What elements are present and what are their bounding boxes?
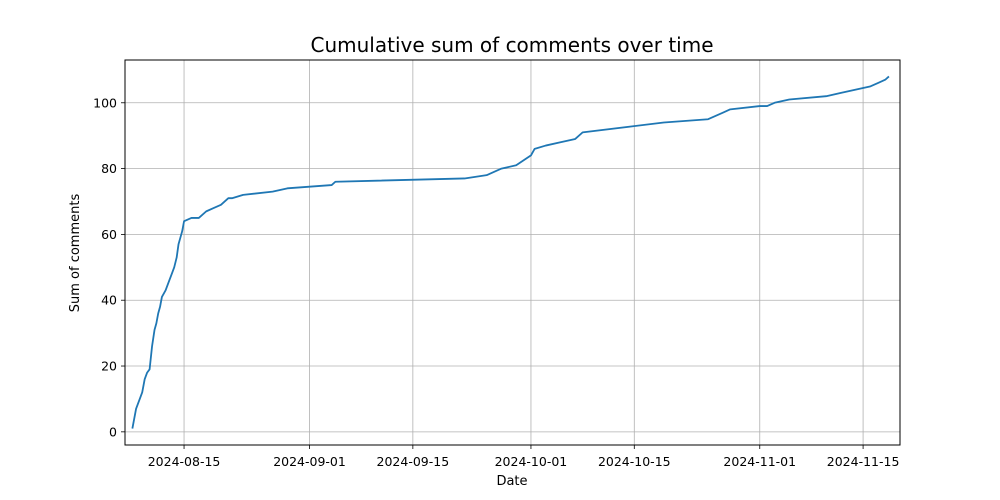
x-tick-label: 2024-10-15: [598, 454, 671, 469]
y-tick-label: 60: [101, 227, 117, 242]
y-tick-label: 100: [93, 95, 117, 110]
y-tick-label: 20: [101, 359, 117, 374]
x-axis-label: Date: [496, 474, 527, 489]
grid: [125, 60, 900, 445]
x-axis: 2024-08-15 2024-09-01 2024-09-15 2024-10-01…: [148, 445, 900, 469]
x-tick-label: 2024-11-15: [827, 454, 900, 469]
chart-title: Cumulative sum of comments over time: [310, 33, 713, 57]
x-tick-label: 2024-09-01: [273, 454, 346, 469]
x-tick-label: 2024-08-15: [148, 454, 221, 469]
series-line: [131, 75, 890, 429]
y-axis: 0 20 40 60 80 100: [93, 95, 125, 439]
y-tick-label: 0: [109, 424, 117, 439]
y-tick-label: 40: [101, 293, 117, 308]
x-tick-label: 2024-10-01: [495, 454, 568, 469]
y-tick-label: 80: [101, 161, 117, 176]
plot-area: [131, 75, 890, 429]
x-tick-label: 2024-09-15: [377, 454, 450, 469]
x-tick-label: 2024-11-01: [723, 454, 796, 469]
plot-frame: [124, 59, 901, 446]
y-axis-label: Sum of comments: [68, 194, 83, 313]
